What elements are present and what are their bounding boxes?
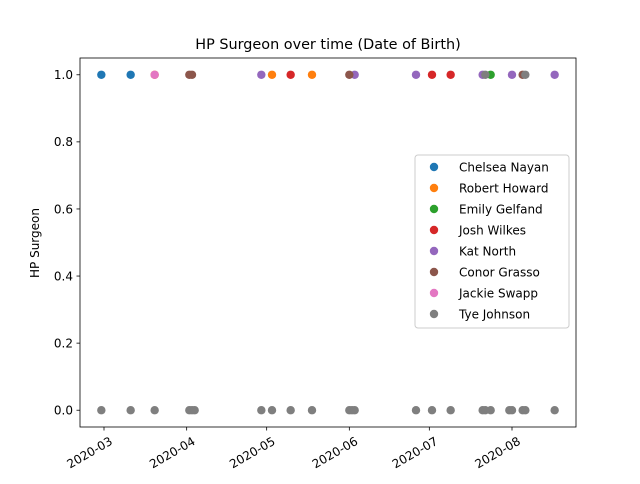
legend-label: Robert Howard — [459, 181, 548, 195]
legend-marker — [429, 183, 439, 193]
y-tick-label: 0.6 — [54, 202, 73, 216]
y-tick-label: 0.0 — [54, 404, 73, 418]
point-kat-north — [411, 70, 421, 79]
point-tye-johnson — [307, 406, 317, 415]
point-tye-johnson — [350, 406, 359, 415]
y-tick-label: 0.2 — [54, 336, 73, 350]
x-tick-label: 2020-04 — [147, 434, 197, 471]
point-robert-howard — [307, 70, 317, 79]
point-tye-johnson — [126, 406, 135, 415]
x-tick-label: 2020-06 — [310, 434, 360, 471]
chart-title: HP Surgeon over time (Date of Birth) — [195, 37, 460, 53]
y-tick-label: 1.0 — [54, 68, 73, 82]
x-tick-label: 2020-07 — [390, 434, 440, 471]
point-chelsea-nayan — [126, 70, 135, 79]
legend-marker — [429, 288, 439, 298]
point-robert-howard — [267, 70, 277, 79]
point-josh-wilkes — [286, 70, 295, 79]
point-kat-north — [507, 70, 517, 79]
point-tye-johnson — [411, 406, 421, 415]
point-conor-grasso — [345, 70, 354, 79]
legend-box — [414, 154, 570, 329]
point-josh-wilkes — [427, 70, 437, 79]
point-tye-johnson — [190, 406, 199, 415]
point-tye-johnson — [521, 406, 530, 415]
legend-label: Kat North — [459, 244, 516, 258]
legend-marker — [429, 267, 439, 277]
point-tye-johnson — [267, 406, 277, 415]
legend-marker — [429, 162, 439, 172]
plot-marks — [97, 70, 559, 415]
point-tye-johnson — [481, 70, 490, 79]
point-kat-north — [550, 70, 559, 79]
legend-label: Chelsea Nayan — [459, 160, 549, 174]
point-tye-johnson — [427, 406, 437, 415]
x-tick-label: 2020-05 — [227, 434, 277, 471]
point-kat-north — [257, 70, 266, 79]
plot-area-frame — [79, 57, 577, 428]
legend-label: Josh Wilkes — [458, 223, 526, 237]
y-tick-label: 0.8 — [54, 135, 73, 149]
x-tick-label: 2020-03 — [64, 434, 114, 471]
point-tye-johnson — [97, 406, 106, 415]
point-tye-johnson — [446, 406, 455, 415]
point-conor-grasso — [187, 70, 197, 79]
point-tye-johnson — [486, 406, 495, 415]
legend-marker — [429, 204, 439, 214]
legend-marker — [429, 309, 439, 319]
legend: Chelsea Nayan Robert Howard Emily Gelfand J… — [414, 154, 570, 329]
point-tye-johnson — [507, 406, 517, 415]
y-tick-label: 0.4 — [54, 269, 73, 283]
point-tye-johnson — [150, 406, 159, 415]
legend-label: Conor Grasso — [459, 265, 540, 279]
x-tick-label: 2020-08 — [472, 434, 522, 471]
point-tye-johnson — [257, 406, 266, 415]
legend-label: Jackie Swapp — [458, 286, 538, 300]
legend-label: Emily Gelfand — [459, 202, 543, 216]
y-axis-label: HP Surgeon — [28, 208, 42, 278]
point-josh-wilkes — [446, 70, 455, 79]
point-tye-johnson — [550, 406, 559, 415]
legend-marker — [429, 225, 439, 235]
legend-label: Tye Johnson — [458, 307, 530, 321]
point-tye-johnson — [286, 406, 295, 415]
point-tye-johnson — [521, 70, 530, 79]
point-chelsea-nayan — [97, 70, 106, 79]
legend-marker — [429, 246, 439, 256]
point-jackie-swapp — [150, 70, 159, 79]
